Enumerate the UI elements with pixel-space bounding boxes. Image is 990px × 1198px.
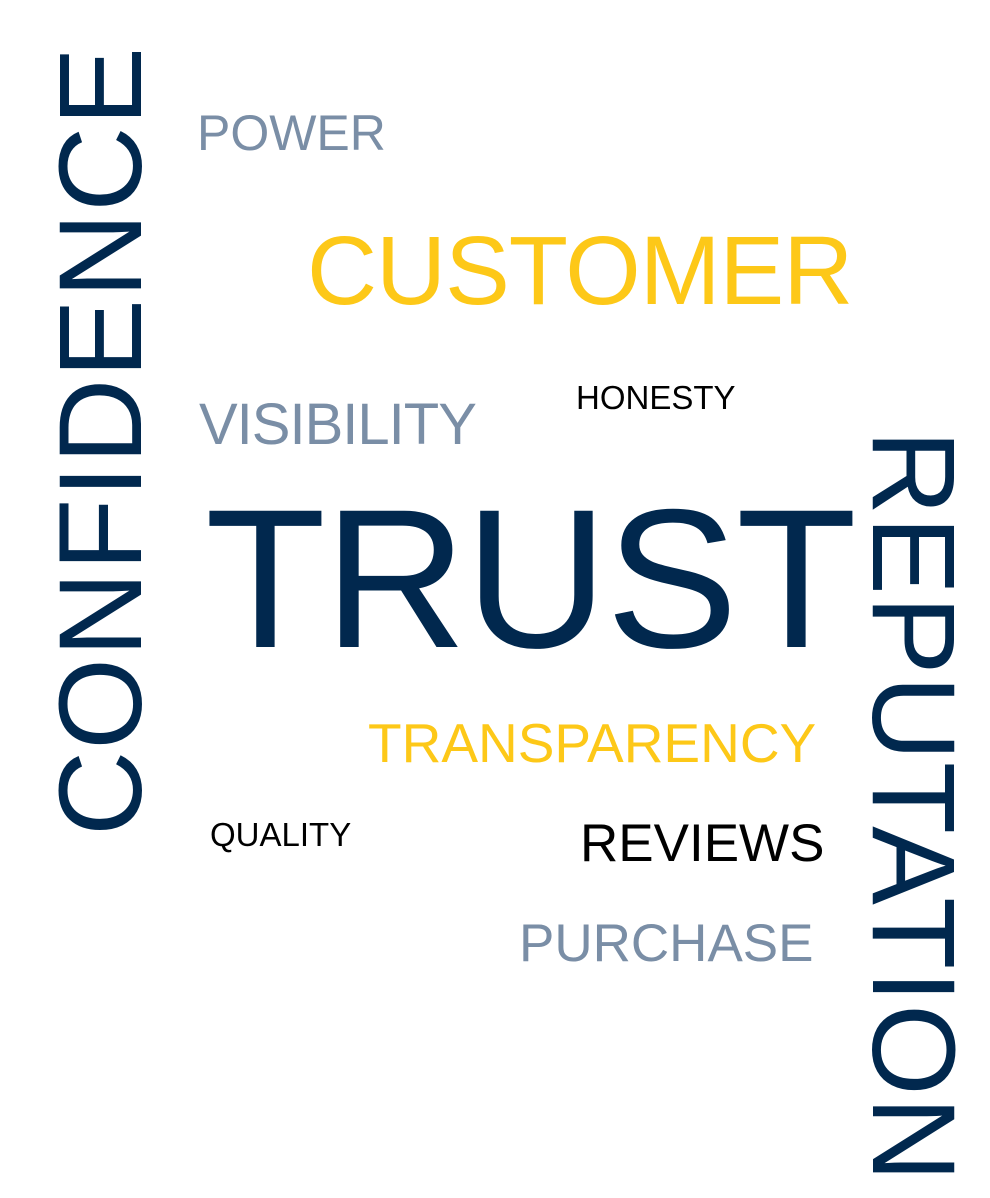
word-trust: TRUST — [205, 468, 857, 689]
word-transparency: TRANSPARENCY — [368, 712, 817, 774]
word-visibility: VISIBILITY — [199, 392, 477, 457]
word-customer: CUSTOMER — [307, 216, 853, 325]
word-reviews: REVIEWS — [580, 814, 825, 873]
word-quality: QUALITY — [210, 816, 352, 853]
word-power: POWER — [197, 105, 386, 161]
word-confidence: CONFIDENCE — [35, 45, 167, 836]
word-purchase: PURCHASE — [519, 914, 814, 973]
word-honesty: HONESTY — [576, 379, 736, 416]
word-reputation: REPUTATION — [847, 430, 979, 1183]
